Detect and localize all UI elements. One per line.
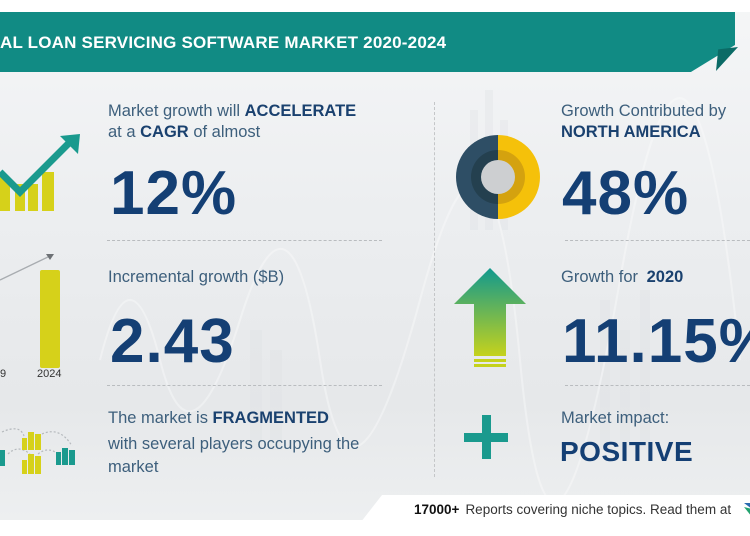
growth-year-label: Growth for 2020	[561, 268, 684, 286]
bar-growth-icon	[0, 254, 60, 368]
footer-message: Reports covering niche topics. Read them…	[465, 502, 732, 517]
brand-logo-icon	[744, 503, 750, 515]
cagr-label-line2: at a CAGR of almost	[108, 123, 261, 141]
fragmented-label-line3: market	[108, 458, 159, 476]
impact-label: Market impact:	[561, 409, 670, 427]
region-label-line1: Growth Contributed by	[561, 102, 727, 120]
chart-label-2024: 2024	[37, 368, 62, 380]
region-label-line2: NORTH AMERICA	[561, 123, 701, 141]
footer-band-left	[0, 520, 400, 536]
buildings-network-icon	[0, 428, 75, 474]
incremental-label: Incremental growth ($B)	[108, 268, 285, 286]
divider-right-1	[565, 240, 750, 241]
impact-value: POSITIVE	[560, 436, 694, 467]
divider-left-1	[107, 240, 382, 241]
chart-label-prev: 9	[0, 368, 7, 380]
growth-year-value: 11.15%	[562, 307, 750, 376]
divider-left-2	[107, 385, 382, 386]
incremental-value: 2.43	[110, 307, 235, 376]
page-title: AL LOAN SERVICING SOFTWARE MARKET 2020-2…	[0, 33, 447, 52]
up-arrow-icon	[454, 268, 526, 367]
report-count: 17000+	[414, 502, 460, 517]
region-value: 48%	[562, 159, 690, 228]
plus-icon	[464, 415, 508, 459]
footer-text: 17000+ Reports covering niche topics. Rea…	[414, 502, 731, 517]
cagr-label-line1: Market growth will ACCELERATE	[108, 102, 357, 120]
divider-right-2	[565, 385, 750, 386]
title-banner	[0, 12, 735, 72]
growth-chart-icon	[0, 134, 80, 211]
top-margin	[0, 0, 750, 12]
fragmented-label-line1: The market is FRAGMENTED	[108, 409, 329, 427]
cagr-value: 12%	[110, 159, 238, 228]
donut-chart-icon	[456, 135, 540, 219]
column-divider	[434, 102, 435, 477]
fragmented-label-line2: with several players occupying the	[108, 435, 360, 453]
